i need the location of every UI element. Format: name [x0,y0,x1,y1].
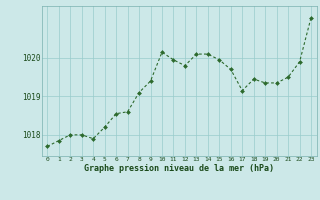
X-axis label: Graphe pression niveau de la mer (hPa): Graphe pression niveau de la mer (hPa) [84,164,274,173]
